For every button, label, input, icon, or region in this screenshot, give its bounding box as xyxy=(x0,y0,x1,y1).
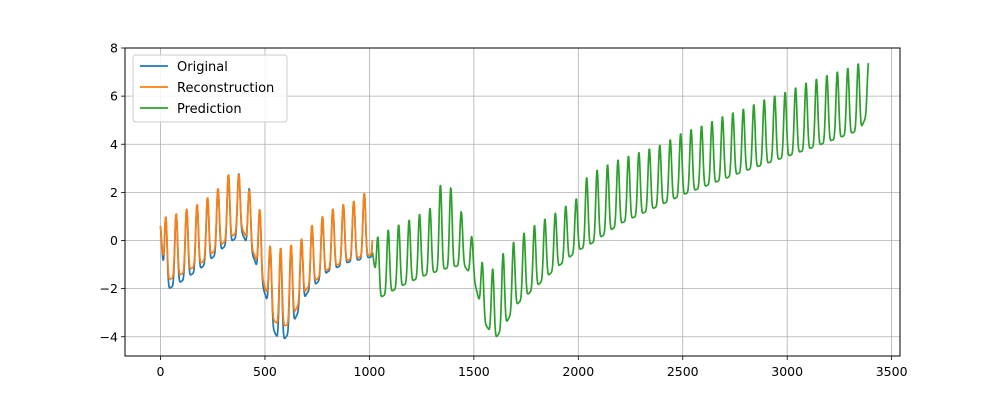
series-line-reconstruction xyxy=(159,173,374,327)
legend: Original Reconstruction Prediction xyxy=(132,54,288,123)
y-tick-label: −2 xyxy=(100,281,118,296)
x-tick-label: 2500 xyxy=(667,364,699,379)
y-tick-label: 2 xyxy=(110,185,118,200)
plot-frame xyxy=(124,47,901,357)
x-tick-label: 2000 xyxy=(562,364,594,379)
x-tick-label: 500 xyxy=(253,364,277,379)
y-tick-label: 0 xyxy=(110,233,118,248)
y-tick-label: 8 xyxy=(110,41,118,56)
legend-label-original: Original xyxy=(177,60,228,75)
x-tick-label: 3000 xyxy=(771,364,803,379)
legend-box xyxy=(132,54,288,123)
series-line-prediction xyxy=(371,62,870,338)
y-tick-label: 4 xyxy=(110,137,118,152)
x-tick-label: 1500 xyxy=(458,364,490,379)
legend-label-prediction: Prediction xyxy=(177,102,242,117)
series-layer xyxy=(159,62,870,340)
x-tick-label: 1000 xyxy=(354,364,386,379)
x-tick-label: 3500 xyxy=(876,364,908,379)
x-axis: 0 500 1000 1500 2000 2500 3000 3500 xyxy=(157,356,908,379)
y-tick-label: −4 xyxy=(100,329,118,344)
legend-label-reconstruction: Reconstruction xyxy=(177,81,274,96)
x-tick-label: 0 xyxy=(157,364,165,379)
y-tick-label: 6 xyxy=(110,89,118,104)
y-axis: −4 −2 0 2 4 6 8 xyxy=(100,41,125,344)
